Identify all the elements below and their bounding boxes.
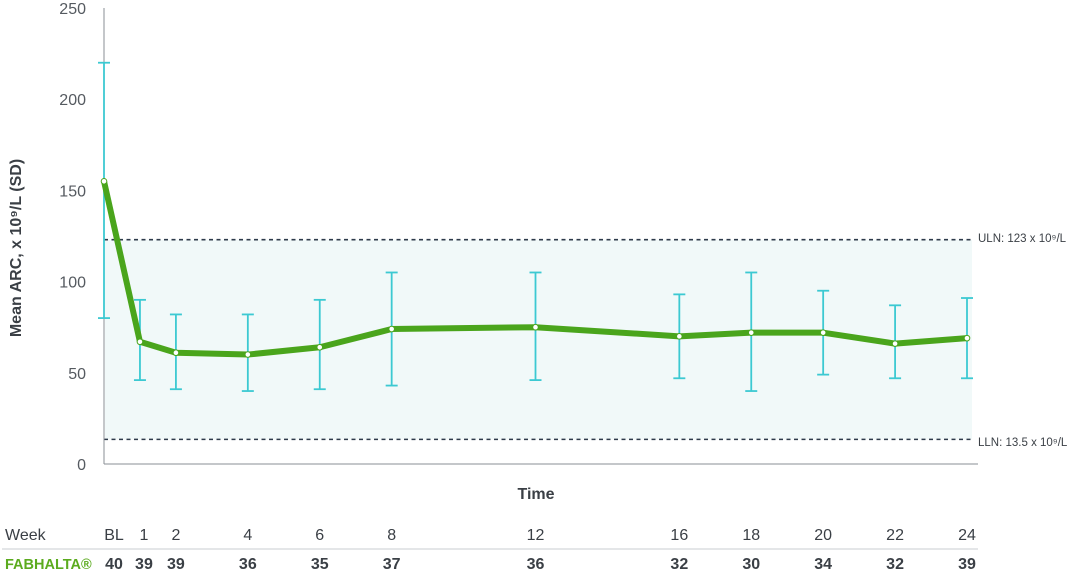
table-week-label: BL (104, 527, 124, 544)
table-count-value: 40 (105, 556, 123, 573)
y-tick-label: 0 (77, 457, 86, 474)
table-week-label: 20 (814, 527, 832, 544)
normal-range-band (105, 239, 972, 440)
table-row-label: FABHALTA® (5, 557, 92, 573)
data-point (891, 340, 899, 347)
data-point (532, 323, 539, 331)
table-count-value: 39 (958, 556, 976, 573)
y-tick-label: 50 (68, 366, 86, 383)
data-point (136, 338, 144, 346)
table-week-label: 1 (140, 527, 149, 544)
data-point (316, 343, 324, 351)
data-point (388, 325, 395, 333)
table-week-label: 22 (886, 527, 904, 544)
y-tick-label: 250 (59, 1, 86, 18)
series-line (101, 178, 970, 358)
table-week-label: 2 (171, 527, 180, 544)
data-point (819, 329, 827, 336)
data-point (676, 333, 683, 340)
table-count-value: 32 (670, 556, 688, 573)
data-point (100, 177, 108, 185)
y-tick-label: 100 (59, 275, 86, 292)
table-count-value: 39 (167, 556, 185, 573)
table-count-value: 36 (527, 556, 545, 573)
data-point (244, 351, 252, 358)
y-axis-title: Mean ARC, x 10⁹/L (SD) (8, 159, 25, 337)
table-week-label: 6 (315, 527, 324, 544)
y-tick-label: 200 (59, 92, 86, 109)
table-count-value: 36 (239, 556, 257, 573)
lln-label: LLN: 13.5 x 10⁹/L (978, 437, 1068, 449)
table-count-value: 32 (886, 556, 904, 573)
uln-label: ULN: 123 x 10⁹/L (978, 233, 1067, 245)
table-count-value: 37 (383, 556, 401, 573)
table-count-value: 34 (814, 556, 832, 573)
data-point (963, 334, 971, 342)
x-axis-title: Time (517, 486, 554, 503)
table-count-value: 35 (311, 556, 329, 573)
data-point (172, 349, 180, 357)
table-week-label: 18 (742, 527, 760, 544)
table-count-value: 30 (742, 556, 760, 573)
table-week-label: 24 (958, 527, 976, 544)
y-tick-label: 150 (59, 183, 86, 200)
table-week-label: 12 (527, 527, 545, 544)
table-week-label: 16 (670, 527, 688, 544)
table-count-value: 39 (135, 556, 153, 573)
table-header-label: Week (5, 527, 47, 544)
table-week-label: 4 (243, 527, 252, 544)
table-week-label: 8 (387, 527, 396, 544)
data-point (747, 329, 755, 336)
